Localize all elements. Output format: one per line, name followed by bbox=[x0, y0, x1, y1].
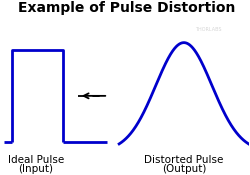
Text: THORLABS: THORLABS bbox=[195, 27, 221, 33]
Text: (Output): (Output) bbox=[162, 164, 206, 174]
Title: Example of Pulse Distortion: Example of Pulse Distortion bbox=[18, 1, 235, 15]
Text: (Input): (Input) bbox=[18, 164, 54, 174]
Text: Ideal Pulse: Ideal Pulse bbox=[8, 155, 64, 165]
Text: Distorted Pulse: Distorted Pulse bbox=[144, 155, 224, 165]
